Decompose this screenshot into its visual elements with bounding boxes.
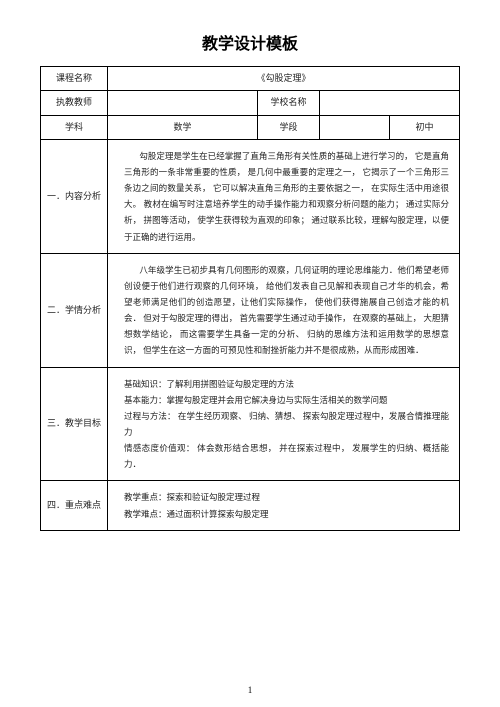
course-label: 课程名称 xyxy=(41,67,108,91)
subject-value: 数学 xyxy=(108,115,258,139)
teacher-label: 执教教师 xyxy=(41,91,108,115)
row3-label: 三．教学目标 xyxy=(41,367,108,481)
course-value: 《勾股定理》 xyxy=(108,67,460,91)
row1-label: 一．内容分析 xyxy=(41,139,108,253)
school-value xyxy=(320,91,460,115)
row4-label: 四．重点难点 xyxy=(41,481,108,530)
design-table: 课程名称 《勾股定理》 执教教师 学校名称 学科 数学 学段 初中 一．内容分析… xyxy=(40,66,460,531)
school-label: 学校名称 xyxy=(258,91,320,115)
subject-label: 学科 xyxy=(41,115,108,139)
page-title: 教学设计模板 xyxy=(40,30,460,54)
row4-body: 教学重点：探索和验证勾股定理过程 教学难点：通过面积计算探索勾股定理 xyxy=(108,481,460,530)
teacher-value xyxy=(108,91,258,115)
stage-blank xyxy=(320,115,390,139)
stage-value: 初中 xyxy=(390,115,460,139)
row2-body: 八年级学生已初步具有几何图形的观察，几何证明的理论思维能力．他们希望老师创设便于… xyxy=(108,253,460,367)
stage-label: 学段 xyxy=(258,115,320,139)
page-number: 1 xyxy=(0,685,500,695)
row3-body: 基础知识：了解利用拼图验证勾股定理的方法 基本能力：掌握勾股定理并会用它解决身边… xyxy=(108,367,460,481)
row1-body: 勾股定理是学生在已经掌握了直角三角形有关性质的基础上进行学习的， 它是直角三角形… xyxy=(108,139,460,253)
row2-label: 二．学情分析 xyxy=(41,253,108,367)
